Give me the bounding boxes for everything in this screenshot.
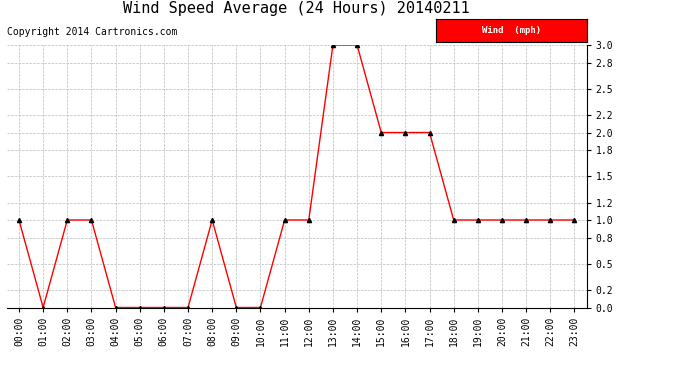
Text: Copyright 2014 Cartronics.com: Copyright 2014 Cartronics.com <box>7 27 177 37</box>
Title: Wind Speed Average (24 Hours) 20140211: Wind Speed Average (24 Hours) 20140211 <box>124 1 470 16</box>
